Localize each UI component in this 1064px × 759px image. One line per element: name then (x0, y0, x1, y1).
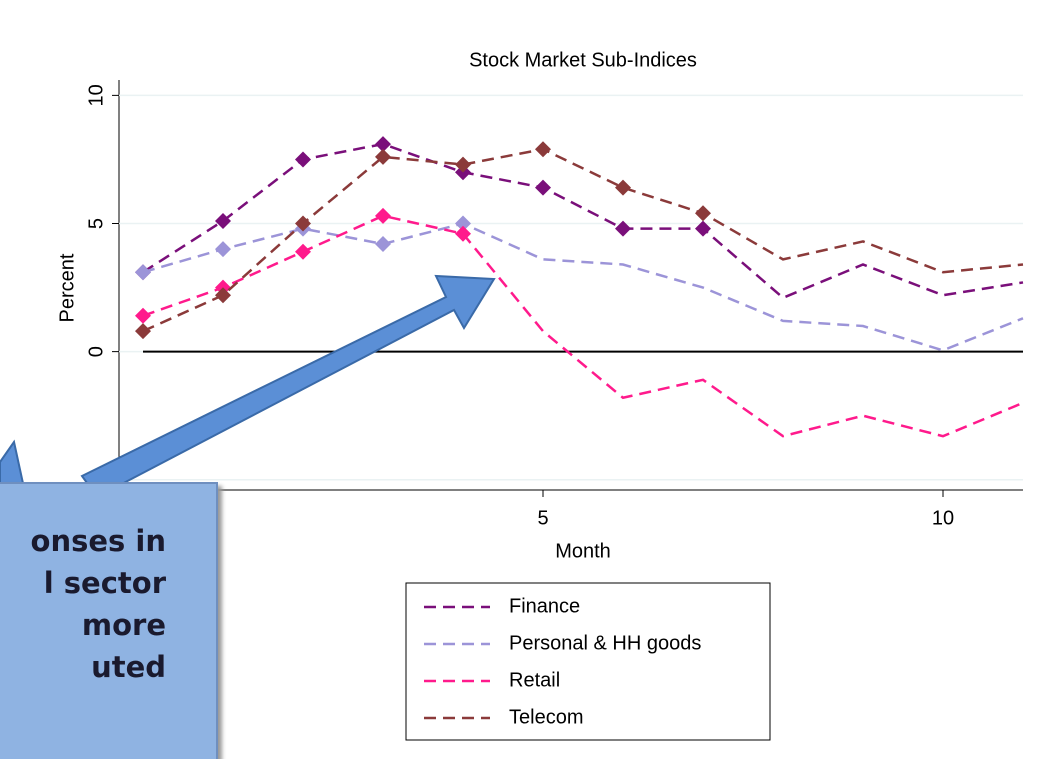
point-marker (135, 264, 151, 281)
point-marker (695, 220, 711, 237)
point-marker (375, 207, 391, 224)
point-marker (295, 151, 311, 168)
point-marker (375, 136, 391, 153)
y-tick-label: 5 (85, 218, 107, 229)
legend-label: Retail (509, 669, 560, 691)
series-line (142, 142, 1024, 300)
point-marker (295, 215, 311, 232)
arrow (80, 274, 496, 499)
point-marker (615, 220, 631, 237)
series-line (142, 222, 1024, 352)
point-marker (535, 179, 551, 196)
point-marker (455, 156, 471, 173)
callout-line: uted (91, 650, 166, 684)
series-line (142, 214, 1024, 438)
x-tick-label: 5 (537, 507, 548, 529)
point-marker (375, 148, 391, 165)
legend-label: Personal & HH goods (509, 632, 701, 654)
point-marker (375, 236, 391, 252)
point-marker (215, 241, 231, 258)
point-marker (455, 215, 471, 232)
point-marker (295, 243, 311, 260)
x-axis-label: Month (555, 540, 611, 562)
point-marker (455, 225, 471, 242)
point-marker (535, 141, 551, 158)
chart-title: Stock Market Sub-Indices (469, 49, 697, 71)
legend-label: Telecom (509, 706, 583, 728)
point-marker (615, 179, 631, 196)
callout-line: more (81, 608, 166, 642)
callout-line: l sector (43, 566, 166, 600)
point-marker (215, 212, 231, 229)
legend-label: Finance (509, 595, 580, 617)
y-tick-label: 0 (85, 346, 107, 357)
point-marker (135, 307, 151, 324)
callout-line: onses in (30, 524, 166, 558)
point-marker (695, 205, 711, 222)
legend (405, 582, 771, 741)
point-marker (215, 287, 231, 304)
callout: onses in l sector more uted (0, 482, 218, 759)
y-tick-label: 10 (85, 84, 107, 106)
y-axis-label: Percent (56, 253, 78, 322)
x-tick-label: 10 (932, 507, 954, 529)
legend-entries: Finance Personal & HH goods Retail Telecom (424, 595, 701, 728)
series-line (142, 147, 1024, 333)
point-marker (135, 323, 151, 340)
